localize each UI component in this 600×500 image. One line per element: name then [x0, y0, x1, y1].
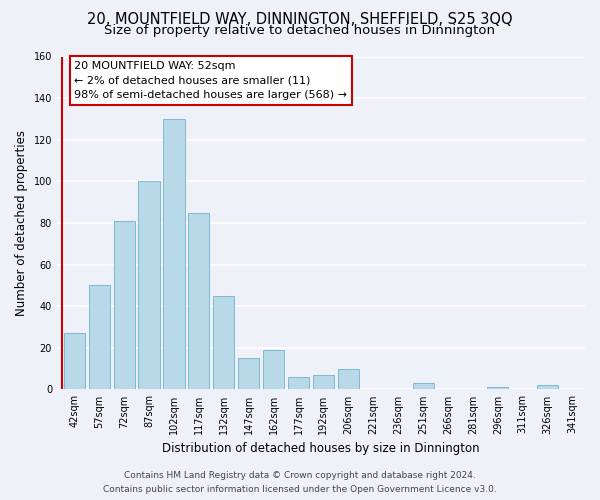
X-axis label: Distribution of detached houses by size in Dinnington: Distribution of detached houses by size …: [162, 442, 480, 455]
Bar: [338, 368, 359, 390]
Text: 20 MOUNTFIELD WAY: 52sqm
← 2% of detached houses are smaller (11)
98% of semi-de: 20 MOUNTFIELD WAY: 52sqm ← 2% of detache…: [74, 60, 347, 100]
Bar: [188, 212, 209, 390]
Bar: [163, 119, 185, 390]
Bar: [213, 296, 235, 390]
Text: Contains HM Land Registry data © Crown copyright and database right 2024.
Contai: Contains HM Land Registry data © Crown c…: [103, 472, 497, 494]
Bar: [263, 350, 284, 390]
Bar: [487, 388, 508, 390]
Text: 20, MOUNTFIELD WAY, DINNINGTON, SHEFFIELD, S25 3QQ: 20, MOUNTFIELD WAY, DINNINGTON, SHEFFIEL…: [87, 12, 513, 28]
Bar: [238, 358, 259, 390]
Bar: [288, 377, 309, 390]
Bar: [113, 221, 135, 390]
Bar: [139, 182, 160, 390]
Bar: [313, 375, 334, 390]
Bar: [64, 333, 85, 390]
Bar: [413, 383, 434, 390]
Text: Size of property relative to detached houses in Dinnington: Size of property relative to detached ho…: [104, 24, 496, 37]
Y-axis label: Number of detached properties: Number of detached properties: [15, 130, 28, 316]
Bar: [89, 286, 110, 390]
Bar: [537, 386, 558, 390]
